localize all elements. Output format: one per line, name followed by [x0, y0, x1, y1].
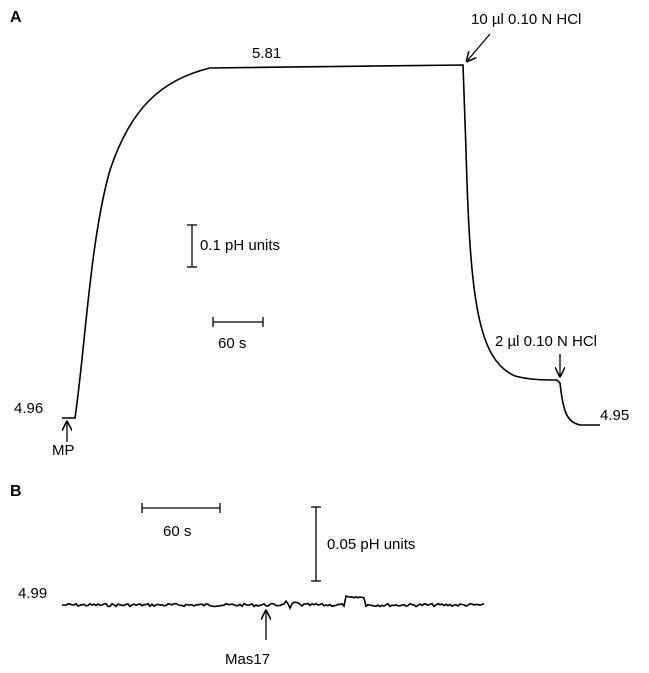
panel-label: B: [10, 483, 22, 500]
trace-b: [62, 595, 485, 610]
arrow: [467, 33, 491, 61]
addition-label: 2 µl 0.10 N HCl: [495, 333, 597, 350]
marker-label: MP: [52, 442, 75, 459]
panel-label: A: [10, 9, 22, 26]
marker-label: Mas17: [225, 651, 270, 668]
scale-label: 60 s: [163, 523, 191, 540]
start-label: 4.96: [14, 400, 43, 417]
end-label: 4.95: [600, 407, 629, 424]
scale-label: 60 s: [218, 335, 246, 352]
plateau-label: 5.81: [252, 45, 281, 62]
trace-a: [62, 64, 600, 426]
start-label: 4.99: [18, 585, 47, 602]
scale-label: 0.1 pH units: [200, 237, 280, 254]
scale-label: 0.05 pH units: [327, 536, 415, 553]
addition-label: 10 µl 0.10 N HCl: [471, 11, 581, 28]
